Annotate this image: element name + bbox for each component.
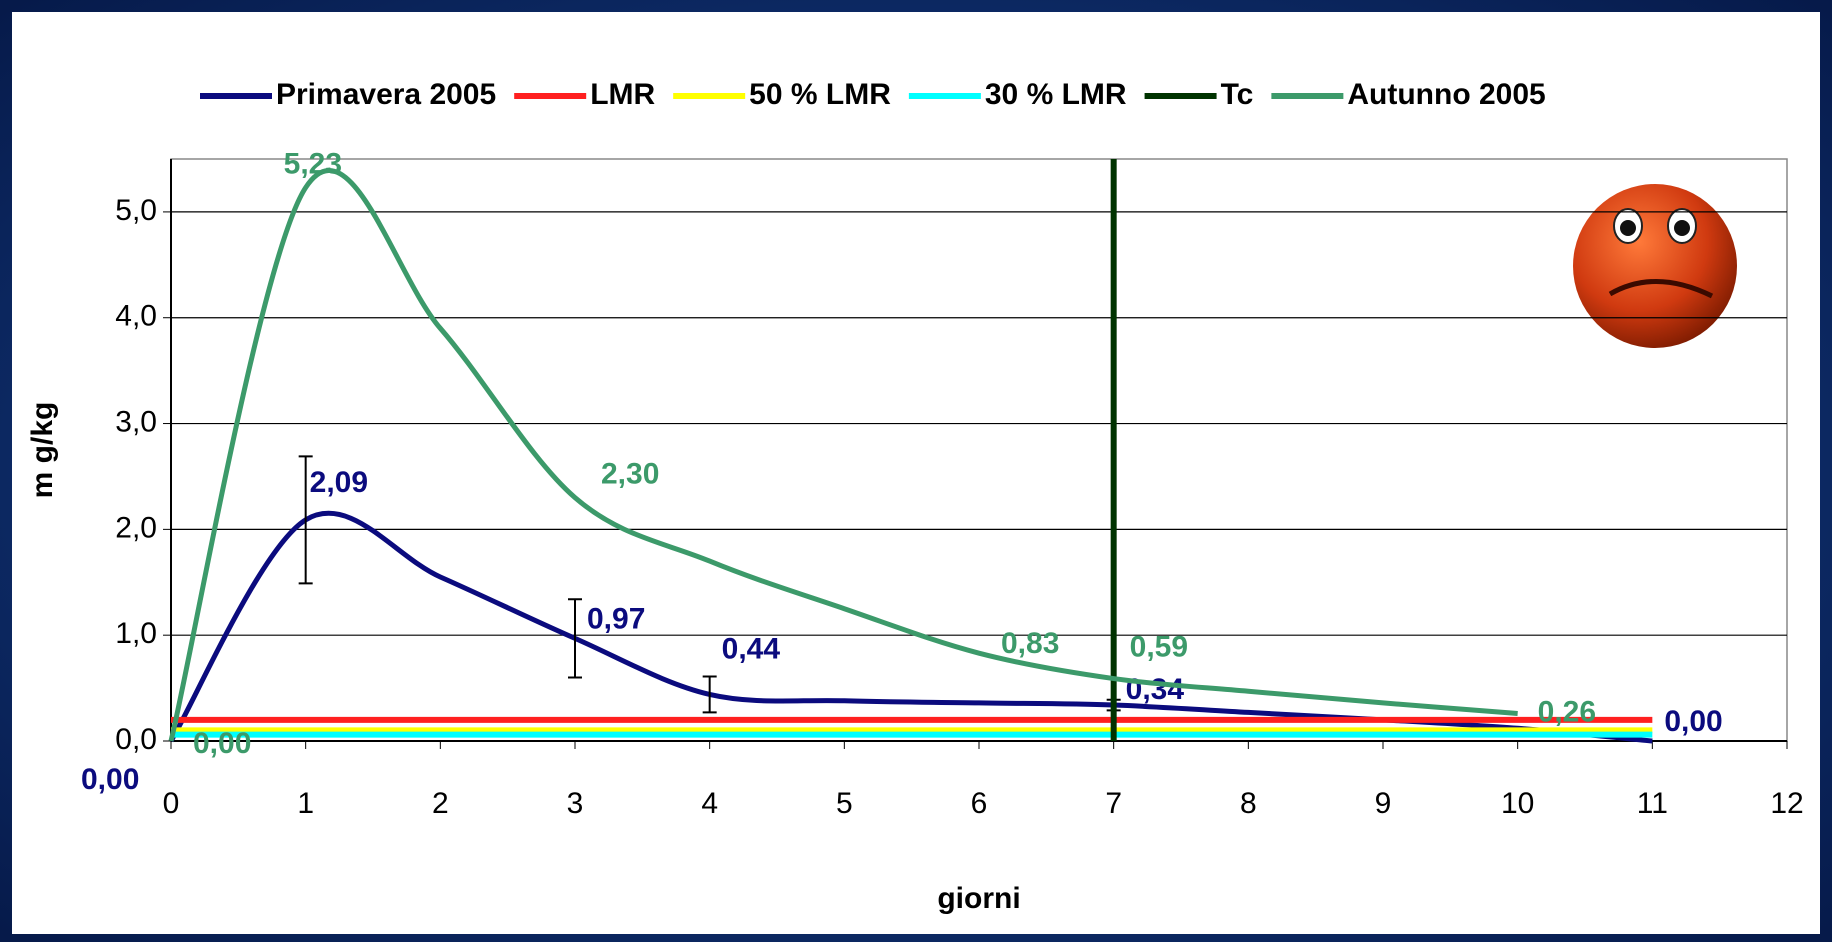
y-tick-label: 1,0	[115, 617, 157, 650]
x-tick-label: 8	[1240, 787, 1257, 820]
error-bar	[568, 598, 582, 679]
y-tick-label: 3,0	[115, 405, 157, 438]
x-tick-label: 3	[567, 787, 584, 820]
y-tick-label: 0,0	[115, 723, 157, 756]
data-label: 0,34	[1126, 673, 1185, 706]
data-label: 0,59	[1130, 630, 1188, 663]
legend-label: Tc	[1221, 78, 1254, 111]
error-bar	[298, 455, 313, 585]
x-tick-label: 12	[1770, 787, 1803, 820]
x-tick-label: 7	[1105, 787, 1122, 820]
data-label: 0,00	[1664, 705, 1722, 738]
x-tick-label: 10	[1501, 787, 1534, 820]
x-tick-label: 5	[836, 787, 853, 820]
data-label: 2,30	[601, 458, 659, 491]
y-axis-label: m g/kg	[26, 402, 59, 499]
x-tick-label: 2	[432, 787, 449, 820]
x-tick-label: 4	[701, 787, 718, 820]
series-line	[168, 168, 1518, 742]
data-label: 0,00	[81, 763, 139, 796]
legend-label: 50 % LMR	[749, 78, 891, 111]
legend-label: Autunno 2005	[1347, 78, 1545, 111]
y-tick-label: 5,0	[115, 194, 157, 227]
data-label: 5,23	[284, 147, 342, 180]
legend-label: LMR	[590, 78, 655, 111]
error-bar	[702, 675, 717, 714]
y-tick-label: 4,0	[115, 300, 157, 333]
x-axis-label: giorni	[937, 882, 1020, 915]
data-label: 0,44	[722, 632, 781, 665]
sad-face	[1573, 184, 1737, 348]
x-tick-label: 6	[971, 787, 988, 820]
y-tick-label: 2,0	[115, 511, 157, 544]
data-label: 0,83	[1001, 627, 1059, 660]
x-tick-label: 1	[297, 787, 314, 820]
x-tick-label: 11	[1637, 787, 1668, 820]
x-tick-label: 0	[163, 787, 180, 820]
legend-label: Primavera 2005	[276, 78, 496, 111]
data-label: 2,09	[310, 466, 368, 499]
x-tick-label: 9	[1375, 787, 1392, 820]
data-label: 0,97	[587, 602, 645, 635]
data-label: 0,26	[1538, 695, 1596, 728]
plot-area	[170, 158, 1788, 742]
legend-label: 30 % LMR	[985, 78, 1127, 111]
data-label: 0,00	[193, 727, 251, 760]
